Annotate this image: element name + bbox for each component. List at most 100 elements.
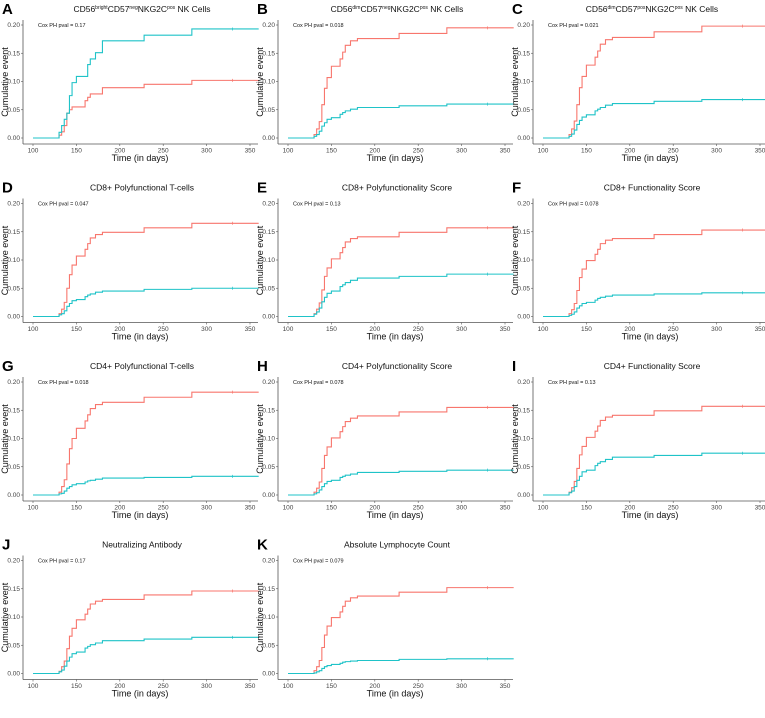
x-axis-label: Time (in days) — [622, 332, 679, 342]
x-tick-label: 350 — [245, 505, 256, 512]
series-cyan-line — [33, 636, 259, 675]
x-tick-label: 250 — [158, 148, 169, 155]
title-superscript: pos — [675, 5, 684, 11]
title-text: CD4+ Polyfunctionality Score — [342, 361, 453, 371]
x-tick-label: 350 — [755, 505, 765, 512]
panel-title: CD4+ Polyfunctionality Score — [342, 361, 453, 371]
x-tick-label: 250 — [413, 505, 424, 512]
y-tick-label: 0.15 — [262, 586, 275, 593]
series-cyan-line — [543, 292, 765, 318]
panel-g: G CD4+ Polyfunctional T-cells Cox PH pval … — [0, 358, 259, 520]
x-tick-label: 350 — [755, 148, 765, 155]
y-tick-label: 0.20 — [7, 201, 20, 208]
x-tick-label: 250 — [668, 505, 679, 512]
title-text: CD8+ Functionality Score — [604, 183, 701, 193]
y-tick-label: 0.15 — [7, 407, 20, 414]
x-tick-label: 200 — [369, 326, 380, 333]
series-red-line — [543, 405, 765, 496]
y-tick-label: 0.00 — [262, 671, 275, 678]
y-tick-label: 0.10 — [262, 257, 275, 264]
pval-label: Cox PH pval = 0.17 — [38, 23, 86, 29]
pval-label: Cox PH pval = 0.047 — [38, 202, 89, 208]
y-tick-label: 0.15 — [7, 50, 20, 57]
title-superscript: pos — [420, 5, 429, 11]
series-red-line — [288, 27, 514, 139]
y-axis-label: Cumulative event — [510, 404, 520, 474]
panel-title: CD56dimCD57posNKG2Cpos NK Cells — [586, 4, 718, 14]
y-tick-label: 0.20 — [517, 22, 530, 29]
pval-label: Cox PH pval = 0.079 — [293, 559, 344, 565]
x-tick-label: 350 — [500, 148, 511, 155]
y-axis-label: Cumulative event — [255, 47, 265, 117]
pval-label: Cox PH pval = 0.021 — [548, 23, 599, 29]
y-tick-label: 0.10 — [517, 436, 530, 443]
x-tick-label: 150 — [326, 148, 337, 155]
x-tick-label: 300 — [201, 326, 212, 333]
x-tick-label: 350 — [245, 683, 256, 690]
y-tick-label: 0.20 — [262, 22, 275, 29]
y-tick-label: 0.15 — [262, 50, 275, 57]
y-tick-label: 0.10 — [517, 79, 530, 86]
x-tick-label: 350 — [500, 326, 511, 333]
x-tick-label: 200 — [624, 505, 635, 512]
x-axis-label: Time (in days) — [367, 510, 424, 520]
x-tick-label: 150 — [581, 326, 592, 333]
x-tick-label: 200 — [114, 683, 125, 690]
panel-d: D CD8+ Polyfunctional T-cells Cox PH pval … — [0, 180, 259, 342]
y-tick-label: 0.10 — [7, 257, 20, 264]
x-tick-label: 100 — [538, 326, 549, 333]
panel-title: CD56brightCD57negNKG2Cpos NK Cells — [73, 4, 210, 14]
y-tick-label: 0.05 — [262, 464, 275, 471]
x-tick-label: 350 — [500, 683, 511, 690]
y-tick-label: 0.00 — [7, 492, 20, 499]
title-superscript: bright — [95, 5, 108, 11]
x-tick-label: 300 — [711, 326, 722, 333]
title-superscript: dim — [352, 5, 360, 11]
title-text: CD57 — [616, 4, 638, 14]
panel-letter: C — [512, 1, 523, 18]
y-tick-label: 0.20 — [517, 201, 530, 208]
title-text: CD57 — [108, 4, 130, 14]
y-tick-label: 0.00 — [7, 671, 20, 678]
series-cyan-line — [33, 475, 259, 496]
panel-letter: B — [257, 1, 268, 18]
title-text: NK Cells — [428, 4, 463, 14]
x-axis-label: Time (in days) — [112, 153, 169, 163]
x-tick-label: 350 — [500, 505, 511, 512]
y-tick-label: 0.15 — [517, 407, 530, 414]
x-tick-label: 100 — [283, 326, 294, 333]
y-tick-label: 0.10 — [7, 436, 20, 443]
panel-letter: A — [2, 1, 13, 18]
y-tick-label: 0.20 — [262, 201, 275, 208]
title-text: CD56 — [586, 4, 608, 14]
x-tick-label: 350 — [245, 148, 256, 155]
pval-label: Cox PH pval = 0.018 — [38, 380, 89, 386]
series-cyan-line — [288, 469, 514, 496]
y-tick-label: 0.15 — [7, 586, 20, 593]
title-text: CD8+ Polyfunctional T-cells — [90, 183, 194, 193]
pval-label: Cox PH pval = 0.13 — [293, 202, 341, 208]
pval-label: Cox PH pval = 0.078 — [293, 380, 344, 386]
x-tick-label: 150 — [71, 505, 82, 512]
title-text: CD57 — [360, 4, 382, 14]
y-tick-label: 0.00 — [7, 135, 20, 142]
title-text: Neutralizing Antibody — [102, 540, 183, 550]
x-axis-label: Time (in days) — [622, 153, 679, 163]
y-tick-label: 0.20 — [7, 558, 20, 565]
panel-b: B CD56dimCD57negNKG2Cpos NK Cells Cox PH p… — [255, 1, 514, 163]
y-tick-label: 0.20 — [517, 379, 530, 386]
x-tick-label: 250 — [668, 148, 679, 155]
x-tick-label: 200 — [624, 148, 635, 155]
y-tick-label: 0.05 — [262, 285, 275, 292]
y-axis-label: Cumulative event — [255, 225, 265, 295]
panel-title: CD56dimCD57negNKG2Cpos NK Cells — [331, 4, 464, 14]
series-red-line — [33, 391, 259, 496]
panel-i: I CD4+ Functionality Score Cox PH pval = 0… — [510, 358, 765, 520]
x-axis-label: Time (in days) — [367, 153, 424, 163]
series-cyan-line — [288, 658, 514, 675]
x-tick-label: 150 — [581, 505, 592, 512]
panel-letter: J — [2, 537, 10, 554]
x-tick-label: 200 — [369, 505, 380, 512]
panel-letter: D — [2, 180, 13, 197]
